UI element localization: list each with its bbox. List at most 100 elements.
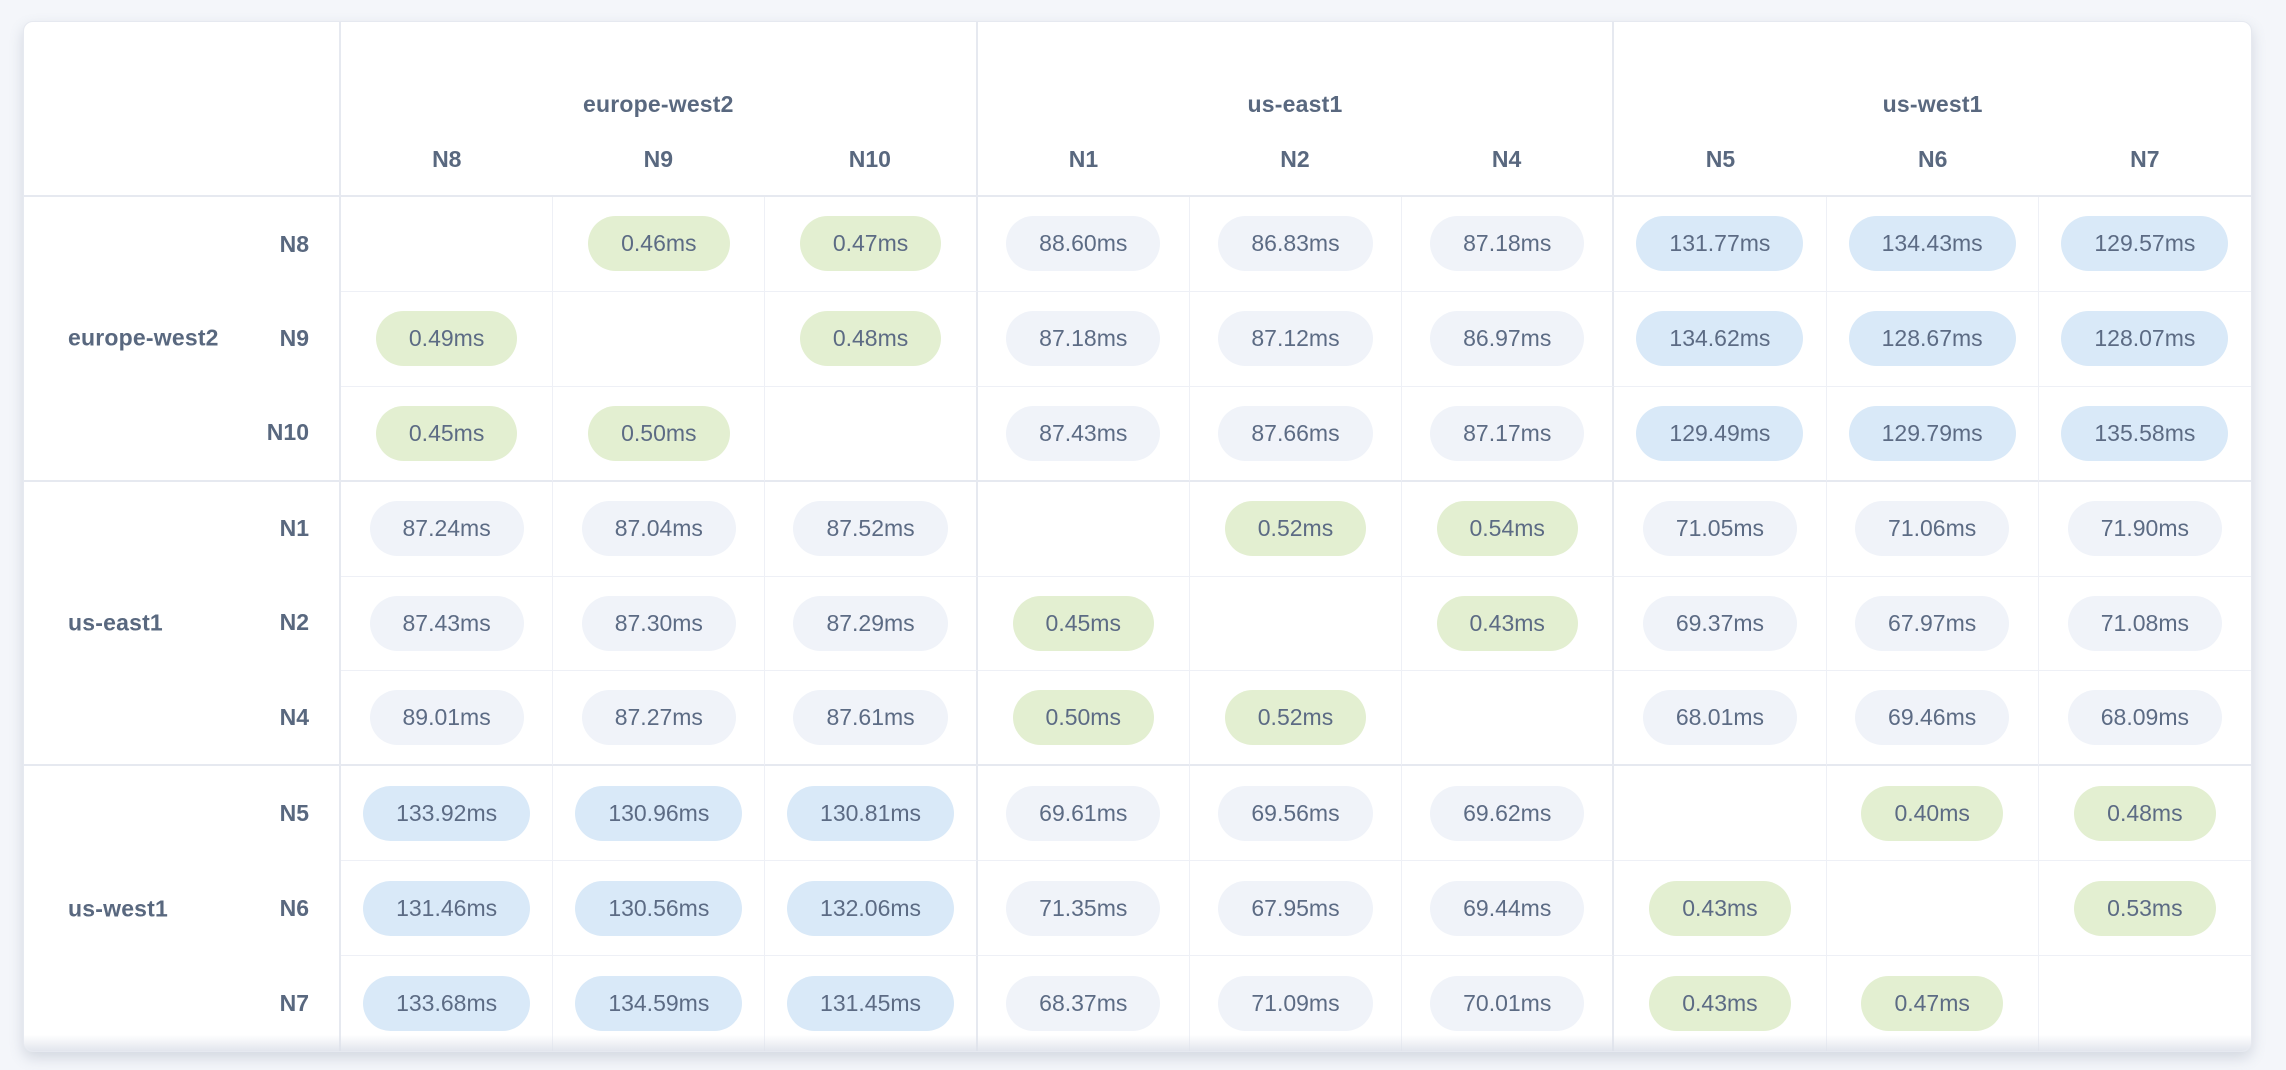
latency-value-pill-medium: 69.61ms [1006,785,1161,841]
latency-value-pill-medium: 67.95ms [1218,880,1373,936]
latency-cell-N4-N4 [1402,671,1615,767]
latency-value-pill-slow: 133.92ms [363,785,531,841]
latency-matrix-card: europe-west2 N8 N9 N10 us-east1 N1 N2 N4 us-west… [23,21,2252,1052]
latency-value-pill-medium: 87.43ms [1006,405,1161,461]
latency-value-pill-medium: 86.83ms [1218,216,1373,272]
latency-cell-N7-N8: 133.68ms [341,956,554,1051]
row-header-N4: N4 [279,703,309,730]
latency-value-pill-medium: 69.44ms [1430,880,1585,936]
latency-value-pill-fast: 0.40ms [1861,785,2003,841]
latency-cell-N7-N4: 70.01ms [1402,956,1615,1051]
latency-cell-N8-N7: 129.57ms [2038,197,2251,292]
latency-value-pill-medium: 69.62ms [1430,785,1585,841]
latency-value-pill-slow: 134.62ms [1636,311,1804,367]
column-header-N10: N10 [848,146,891,172]
latency-cell-N10-N7: 135.58ms [2038,387,2251,482]
latency-value-pill-fast: 0.47ms [799,216,942,272]
latency-value-pill-slow: 128.67ms [1848,311,2016,367]
latency-value-pill-fast: 0.48ms [2074,785,2216,841]
latency-cell-N6-N4: 69.44ms [1402,861,1615,957]
row-header-N7: N7 [279,990,309,1017]
latency-value-pill-medium: 87.18ms [1430,216,1585,272]
latency-cell-N1-N2: 0.52ms [1189,481,1403,577]
latency-value-pill-fast: 0.45ms [375,405,518,461]
latency-cell-N2-N8: 87.43ms [341,576,554,672]
latency-value-pill-medium: 69.37ms [1642,595,1798,651]
latency-cell-N1-N5: 71.05ms [1614,481,1827,577]
latency-value-pill-medium: 87.43ms [369,595,524,651]
row-group-region-label: us-east1 [68,609,163,636]
latency-value-pill-slow: 134.43ms [1848,216,2016,272]
latency-cell-N4-N10: 87.61ms [765,671,978,767]
column-header-N6: N6 [1917,146,1948,172]
latency-value-pill-fast: 0.52ms [1224,690,1367,746]
latency-cell-N7-N6: 0.47ms [1827,956,2039,1051]
row-header-N10: N10 [266,419,309,446]
latency-cell-N8-N8 [341,197,554,292]
latency-cell-N9-N9 [553,291,766,387]
latency-cell-N10-N10 [765,386,978,482]
latency-cell-N9-N4: 86.97ms [1402,291,1615,387]
latency-value-pill-slow: 130.96ms [575,785,743,841]
row-group-label-us-west1: us-west1 N5 N6 N7 [24,766,341,1051]
latency-cell-N6-N2: 67.95ms [1189,861,1403,957]
latency-cell-N1-N10: 87.52ms [765,481,978,577]
latency-cell-N10-N4: 87.17ms [1402,386,1615,482]
latency-value-pill-medium: 71.35ms [1006,880,1161,936]
latency-cell-N4-N6: 69.46ms [1826,671,2039,767]
latency-value-pill-medium: 87.17ms [1430,405,1585,461]
latency-cell-N10-N1: 87.43ms [977,386,1190,482]
latency-value-pill-fast: 0.50ms [588,405,730,461]
latency-cell-N10-N6: 129.79ms [1826,386,2039,482]
latency-value-pill-fast: 0.48ms [799,311,942,367]
latency-cell-N10-N5: 129.49ms [1614,386,1827,482]
latency-value-pill-medium: 87.27ms [581,690,736,746]
latency-value-pill-medium: 86.97ms [1430,311,1585,367]
latency-value-pill-medium: 87.61ms [793,690,948,746]
latency-value-pill-medium: 87.18ms [1006,311,1161,367]
latency-value-pill-slow: 135.58ms [2061,405,2229,461]
latency-cell-N1-N7: 71.90ms [2038,482,2251,577]
latency-cell-N4-N8: 89.01ms [341,671,554,767]
latency-cell-N5-N7: 0.48ms [2038,766,2251,862]
row-header-N1: N1 [279,515,309,542]
row-header-N2: N2 [279,609,309,636]
latency-cell-N4-N5: 68.01ms [1614,671,1827,767]
latency-value-pill-fast: 0.45ms [1012,595,1154,651]
latency-value-pill-medium: 71.06ms [1855,501,2010,557]
latency-cell-N5-N4: 69.62ms [1402,766,1615,862]
latency-cell-N9-N5: 134.62ms [1614,291,1827,387]
latency-cell-N5-N9: 130.96ms [553,766,766,862]
latency-cell-N2-N9: 87.30ms [553,576,766,672]
column-header-N7: N7 [2130,146,2160,172]
latency-cell-N8-N9: 0.46ms [553,197,766,292]
latency-value-pill-medium: 87.30ms [581,595,736,651]
latency-value-pill-slow: 130.81ms [787,785,955,841]
latency-cell-N6-N7: 0.53ms [2038,861,2251,957]
latency-value-pill-fast: 0.52ms [1224,501,1367,557]
column-header-N1: N1 [1068,146,1099,172]
latency-value-pill-fast: 0.50ms [1012,690,1154,746]
column-header-N2: N2 [1280,146,1310,172]
latency-cell-N5-N10: 130.81ms [765,766,978,862]
latency-value-pill-medium: 69.56ms [1218,785,1373,841]
latency-cell-N2-N10: 87.29ms [765,576,978,672]
latency-cell-N2-N5: 69.37ms [1614,576,1827,672]
latency-value-pill-medium: 87.29ms [793,595,948,651]
latency-value-pill-medium: 87.12ms [1218,311,1373,367]
latency-value-pill-medium: 87.24ms [369,501,524,557]
matrix-corner-cell [24,22,341,197]
latency-value-pill-slow: 129.49ms [1636,405,1804,461]
row-group-region-label: us-west1 [68,895,169,922]
latency-value-pill-medium: 71.90ms [2067,501,2222,557]
latency-value-pill-fast: 0.43ms [1649,880,1791,936]
latency-cell-N5-N8: 133.92ms [341,766,554,862]
latency-cell-N7-N1: 68.37ms [978,956,1190,1051]
latency-value-pill-medium: 87.52ms [793,501,948,557]
latency-value-pill-slow: 131.77ms [1636,216,1804,272]
latency-cell-N8-N4: 87.18ms [1402,197,1615,292]
latency-cell-N9-N10: 0.48ms [765,291,978,387]
latency-cell-N6-N8: 131.46ms [341,861,554,957]
column-group-region-label: us-east1 [1247,91,1343,117]
latency-value-pill-medium: 68.01ms [1642,690,1798,746]
